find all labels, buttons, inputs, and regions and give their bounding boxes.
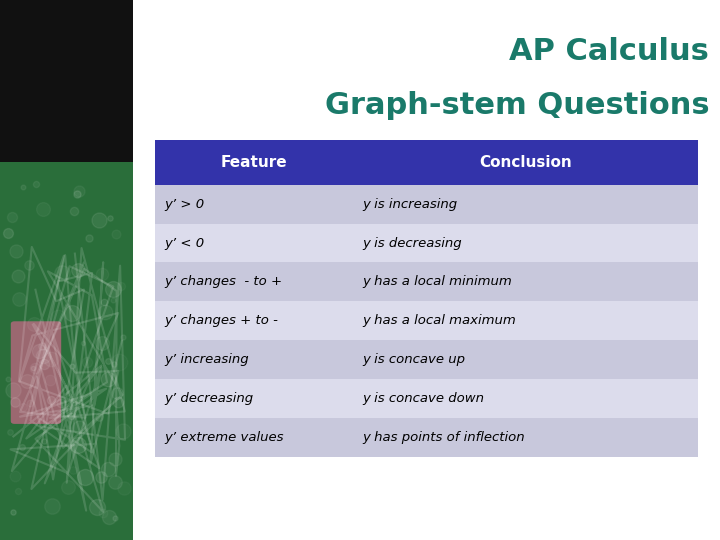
FancyBboxPatch shape (155, 185, 354, 224)
Text: y’ changes  - to +: y’ changes - to + (164, 275, 282, 288)
FancyBboxPatch shape (155, 140, 354, 185)
FancyBboxPatch shape (354, 340, 698, 379)
FancyBboxPatch shape (155, 340, 354, 379)
Text: y is increasing: y is increasing (363, 198, 458, 211)
Text: y is concave up: y is concave up (363, 353, 466, 366)
FancyBboxPatch shape (354, 301, 698, 340)
FancyBboxPatch shape (354, 379, 698, 418)
FancyBboxPatch shape (155, 418, 354, 457)
Text: y is concave down: y is concave down (363, 392, 485, 405)
FancyBboxPatch shape (354, 140, 698, 185)
Text: AP Calculus: AP Calculus (509, 37, 709, 66)
Text: y’ < 0: y’ < 0 (164, 237, 204, 249)
Text: y’ increasing: y’ increasing (164, 353, 249, 366)
FancyBboxPatch shape (0, 162, 133, 540)
Text: y has points of inflection: y has points of inflection (363, 431, 525, 444)
Text: y’ > 0: y’ > 0 (164, 198, 204, 211)
Text: y is decreasing: y is decreasing (363, 237, 462, 249)
Text: Conclusion: Conclusion (480, 155, 572, 170)
Text: y’ decreasing: y’ decreasing (164, 392, 253, 405)
FancyBboxPatch shape (354, 185, 698, 224)
Text: y has a local minimum: y has a local minimum (363, 275, 513, 288)
FancyBboxPatch shape (11, 321, 61, 424)
Text: y has a local maximum: y has a local maximum (363, 314, 516, 327)
FancyBboxPatch shape (155, 262, 354, 301)
FancyBboxPatch shape (0, 0, 133, 162)
FancyBboxPatch shape (354, 418, 698, 457)
FancyBboxPatch shape (155, 301, 354, 340)
FancyBboxPatch shape (155, 379, 354, 418)
Text: y’ changes + to -: y’ changes + to - (164, 314, 278, 327)
Text: Graph-stem Questions: Graph-stem Questions (325, 91, 709, 120)
FancyBboxPatch shape (155, 224, 354, 262)
Text: y’ extreme values: y’ extreme values (164, 431, 284, 444)
FancyBboxPatch shape (354, 262, 698, 301)
FancyBboxPatch shape (354, 224, 698, 262)
Text: Feature: Feature (221, 155, 287, 170)
